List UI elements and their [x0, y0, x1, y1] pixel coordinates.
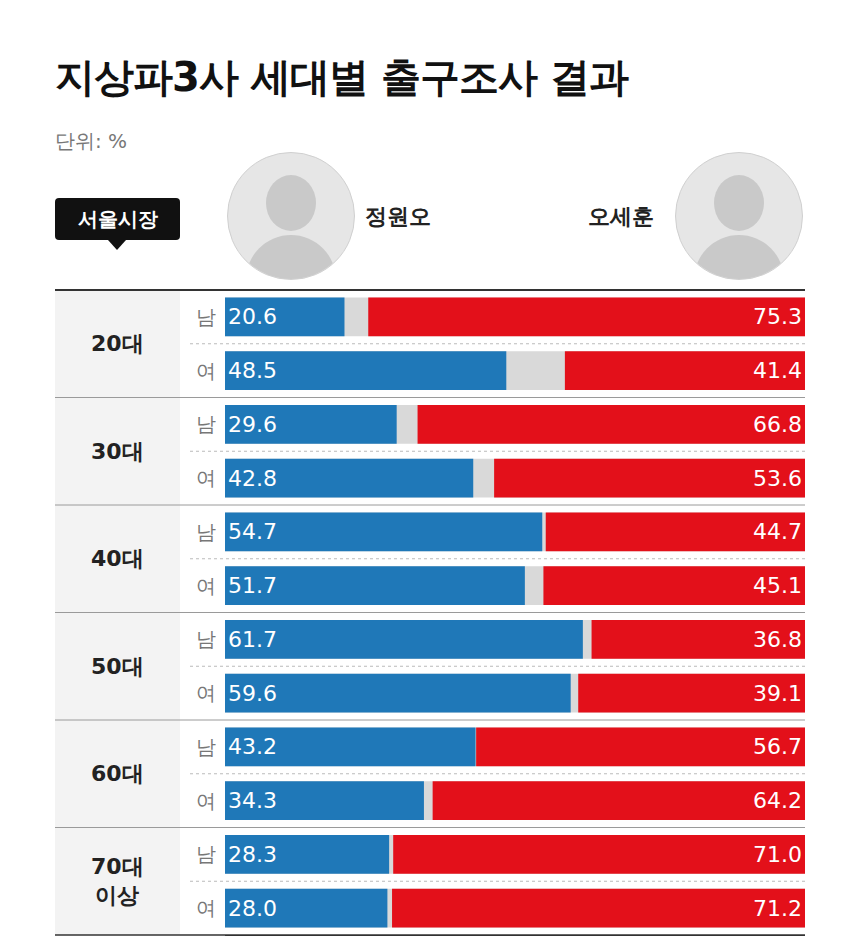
svg-text:41.4: 41.4	[753, 358, 802, 383]
svg-text:여: 여	[196, 681, 216, 705]
svg-text:56.7: 56.7	[753, 734, 802, 759]
svg-text:54.7: 54.7	[228, 519, 277, 544]
svg-text:남: 남	[196, 842, 216, 866]
svg-text:59.6: 59.6	[228, 681, 277, 706]
svg-text:53.6: 53.6	[753, 466, 802, 491]
svg-text:20대: 20대	[91, 331, 144, 356]
svg-text:남: 남	[196, 735, 216, 759]
svg-text:48.5: 48.5	[228, 358, 277, 383]
svg-text:34.3: 34.3	[228, 788, 277, 813]
html-text:정원오: 정원오	[365, 204, 431, 229]
svg-text:남: 남	[196, 305, 216, 329]
svg-text:66.8: 66.8	[753, 412, 802, 437]
html-text:서울시장: 서울시장	[77, 207, 158, 231]
svg-text:남: 남	[196, 520, 216, 544]
svg-text:40대: 40대	[91, 546, 144, 571]
svg-text:28.0: 28.0	[228, 896, 277, 921]
svg-text:61.7: 61.7	[228, 627, 277, 652]
svg-text:여: 여	[196, 359, 216, 383]
svg-text:여: 여	[196, 896, 216, 920]
svg-text:75.3: 75.3	[753, 304, 802, 329]
svg-text:남: 남	[196, 412, 216, 436]
svg-text:60대: 60대	[91, 761, 144, 786]
html-text:단위: %: 단위: %	[55, 129, 128, 153]
svg-text:20.6: 20.6	[228, 304, 277, 329]
svg-text:43.2: 43.2	[228, 734, 277, 759]
svg-text:50대: 50대	[91, 654, 144, 679]
svg-text:64.2: 64.2	[753, 788, 802, 813]
svg-text:70대이상: 70대이상	[91, 854, 144, 908]
svg-text:44.7: 44.7	[753, 519, 802, 544]
svg-text:30대: 30대	[91, 439, 144, 464]
svg-text:여: 여	[196, 789, 216, 813]
svg-text:71.0: 71.0	[753, 842, 802, 867]
svg-text:45.1: 45.1	[753, 573, 802, 598]
html-text:지상파3사 세대별 출구조사 결과: 지상파3사 세대별 출구조사 결과	[55, 54, 628, 100]
svg-text:여: 여	[196, 466, 216, 490]
svg-text:51.7: 51.7	[228, 573, 277, 598]
svg-text:28.3: 28.3	[228, 842, 277, 867]
html-text:오세훈: 오세훈	[588, 204, 654, 229]
svg-text:29.6: 29.6	[228, 412, 277, 437]
svg-text:36.8: 36.8	[753, 627, 802, 652]
svg-text:여: 여	[196, 574, 216, 598]
svg-text:39.1: 39.1	[753, 681, 802, 706]
svg-text:71.2: 71.2	[753, 896, 802, 921]
svg-text:남: 남	[196, 627, 216, 651]
svg-text:42.8: 42.8	[228, 466, 277, 491]
